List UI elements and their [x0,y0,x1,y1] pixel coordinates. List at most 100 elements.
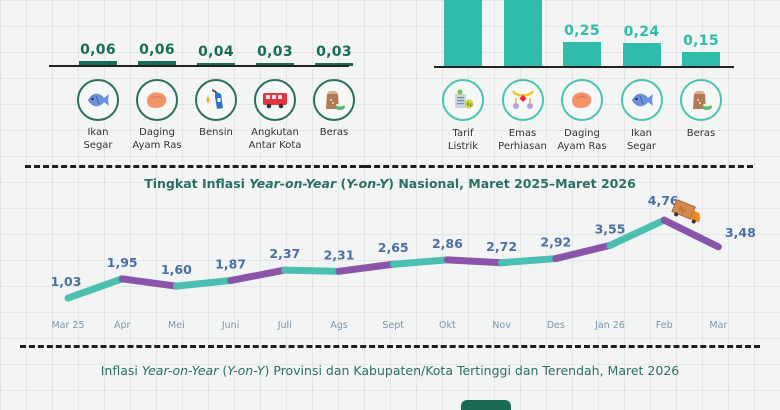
category-label: Ikan Segar [597,127,687,153]
rice-sack-icon [688,88,714,112]
category-label-line: Emas [508,128,537,139]
data-point-label: 2,31 [324,247,355,262]
section-divider-top-right [365,165,753,168]
bottom-section-title: Inflasi Year-on-Year (Y-on-Y) Provinsi d… [0,363,780,378]
category-label-line: Ikan [630,128,653,139]
item-icon-badge [680,79,722,121]
category-label-line: Daging [139,127,175,138]
data-point-label: 1,60 [161,262,192,277]
inflation-line-chart: 1,03 Mar 25 1,95 Apr 1,60 Mei 1,87 Juni 2,37 Juli… [51,193,756,331]
item-icon-badge [195,79,237,121]
electricity-bill-icon: Rp [450,88,476,112]
item-icon-badge [620,79,663,121]
category-label-line: Bensin [199,127,233,138]
delivery-truck-icon: Rp [671,199,701,224]
bar-ikan-segar [622,43,661,67]
line-segment-purple [227,266,289,285]
data-point-label: 1,87 [215,257,246,272]
data-point-label: 2,86 [432,236,463,251]
x-axis-tick-label: Juli [277,320,292,331]
svg-text:Rp: Rp [677,205,687,215]
title-part: Year-on-Year [141,363,219,378]
data-point-label: 3,55 [595,221,626,236]
line-chart-title: Tingkat Inflasi Year-on-Year (Y-on-Y) Na… [0,176,780,191]
fish-icon [629,89,655,111]
line-segment-teal [498,255,560,267]
category-label-line: Daging [564,128,600,139]
bar-beras [682,52,720,67]
gold-jewelry-icon [510,88,536,112]
category-label: Emas Perhiasan [478,127,568,153]
bar-value-label: 0,03 [316,44,352,60]
data-point-label: 2,65 [378,240,409,255]
fish-icon [85,89,111,111]
category-label-line: Perhiasan [498,141,547,152]
data-point-label: 2,37 [269,246,300,261]
bar-daging-ayam-ras [138,61,176,66]
item-icon-badge [254,79,296,121]
item-icon-badge: Rp [442,79,484,121]
category-label: Daging Ayam Ras [112,126,202,152]
bar-value-label: 0,06 [80,42,116,59]
bar-ikan-segar [79,61,117,66]
category-label-line: Beras [319,127,349,138]
x-axis-tick-label: Okt [439,320,456,331]
title-part: ( [336,176,347,191]
bar-value-label: 0,25 [564,23,600,39]
bar-value-label: 0,15 [683,33,719,49]
item-icon-badge [313,79,355,121]
category-label-line: Ikan [87,127,109,138]
rice-sack-icon [321,88,347,112]
line-segment-purple [552,241,614,263]
data-point-label: 1,03 [51,274,82,289]
x-axis-tick-label: Mar [709,320,727,331]
item-icon-badge [561,79,603,121]
bar-value-label: 0,24 [623,24,660,40]
item-icon-badge [77,79,119,121]
category-label: Angkutan Antar Kota [230,126,320,152]
title-part: Tingkat Inflasi [144,176,250,191]
item-icon-badge [136,79,178,121]
line-segment-purple [443,256,506,267]
category-label-line: Antar Kota [248,140,302,151]
category-label-line: Beras [686,128,716,139]
chicken-meat-icon [569,89,595,111]
bottom-tab-indicator [461,400,511,410]
category-label: Bensin [171,126,261,139]
category-label: Beras [289,126,379,139]
x-axis-tick-label: Jan 26 [594,320,625,331]
section-divider-top [25,165,365,168]
category-label-line: Segar [83,140,113,151]
bar-daging-ayam-ras [563,42,601,67]
title-part: Y-on-Y [346,176,389,191]
data-point-label: 3,48 [725,225,756,240]
bar-beras [315,63,353,66]
data-point-label: 2,92 [540,235,571,250]
data-point-label: 4,76 [648,193,679,208]
category-label-line: Tarif [452,128,474,139]
x-axis-tick-label: Ags [330,320,348,331]
bus-icon [261,90,289,110]
line-segment-teal [64,275,126,302]
category-label-line: Ayam Ras [557,141,607,152]
line-segment-teal [172,277,235,290]
title-part: ) Provinsi dan Kabupaten/Kota Tertinggi … [264,363,680,378]
chicken-meat-icon [144,89,170,111]
x-axis-tick-label: Des [547,320,565,331]
title-part: ) Nasional, Maret 2025–Maret 2026 [388,176,636,191]
bar-value-label: 0,04 [198,43,234,60]
category-label: Beras [656,127,746,140]
category-label-line: Listrik [447,141,479,152]
line-segment-purple [660,216,722,251]
line-segment-teal [281,266,343,275]
x-axis-tick-label: Feb [656,320,673,331]
line-segment-purple [118,275,180,290]
x-axis-tick-label: Mar 25 [51,320,84,331]
bar-value-label: 0,03 [257,44,293,60]
item-icon-badge [501,79,544,121]
bar-angkutan-antar-kota [256,63,294,66]
svg-text:Rp: Rp [467,102,473,108]
line-segment-teal [389,256,451,268]
line-segment-teal [606,216,668,249]
category-label-line: Ayam Ras [132,140,182,151]
